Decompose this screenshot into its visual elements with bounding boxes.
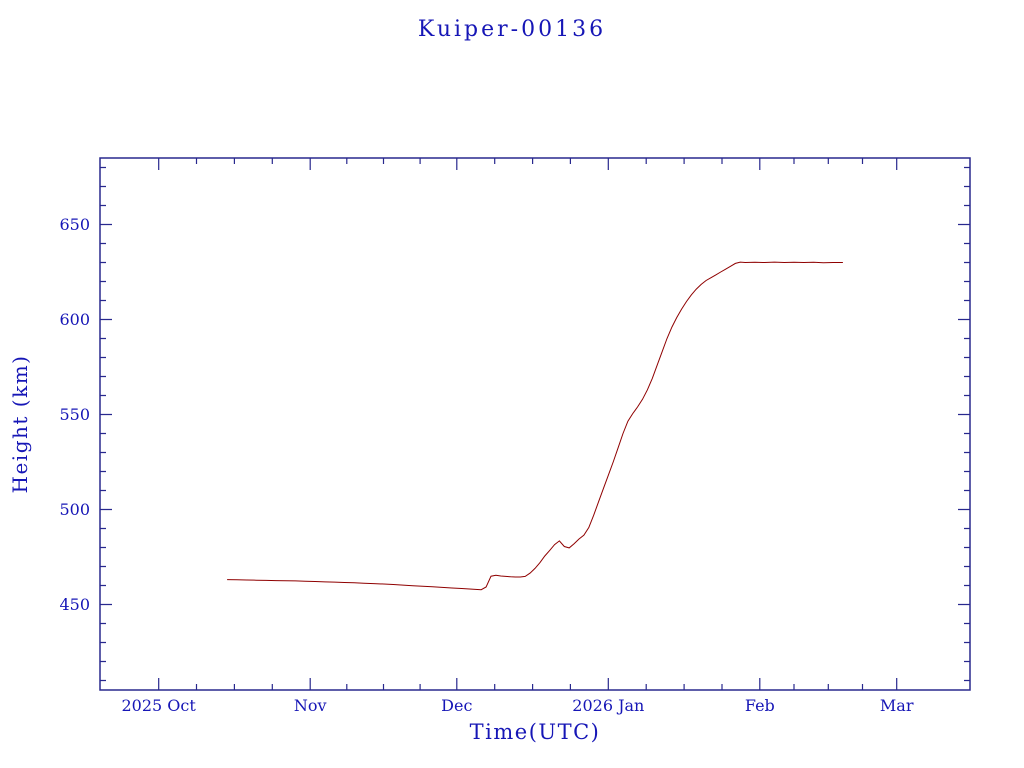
y-axis-title: Height (km) [8, 354, 32, 494]
x-tick-label: Nov [294, 696, 327, 715]
x-tick-label: Dec [441, 696, 472, 715]
y-tick-label: 600 [59, 310, 90, 329]
y-tick-label: 450 [59, 595, 90, 614]
x-tick-label: Feb [745, 696, 775, 715]
y-tick-label: 650 [59, 215, 90, 234]
plot-frame [99, 157, 971, 691]
x-tick-label: 2026 Jan [572, 696, 644, 715]
axis-ticks [100, 158, 970, 690]
x-tick-label: Mar [880, 696, 914, 715]
x-axis-title: Time(UTC) [469, 720, 601, 744]
y-tick-label: 500 [59, 500, 90, 519]
chart-title: Kuiper-00136 [417, 17, 607, 42]
x-tick-label: 2025 Oct [121, 696, 196, 715]
y-tick-label: 550 [59, 405, 90, 424]
height-track-line [227, 261, 843, 591]
